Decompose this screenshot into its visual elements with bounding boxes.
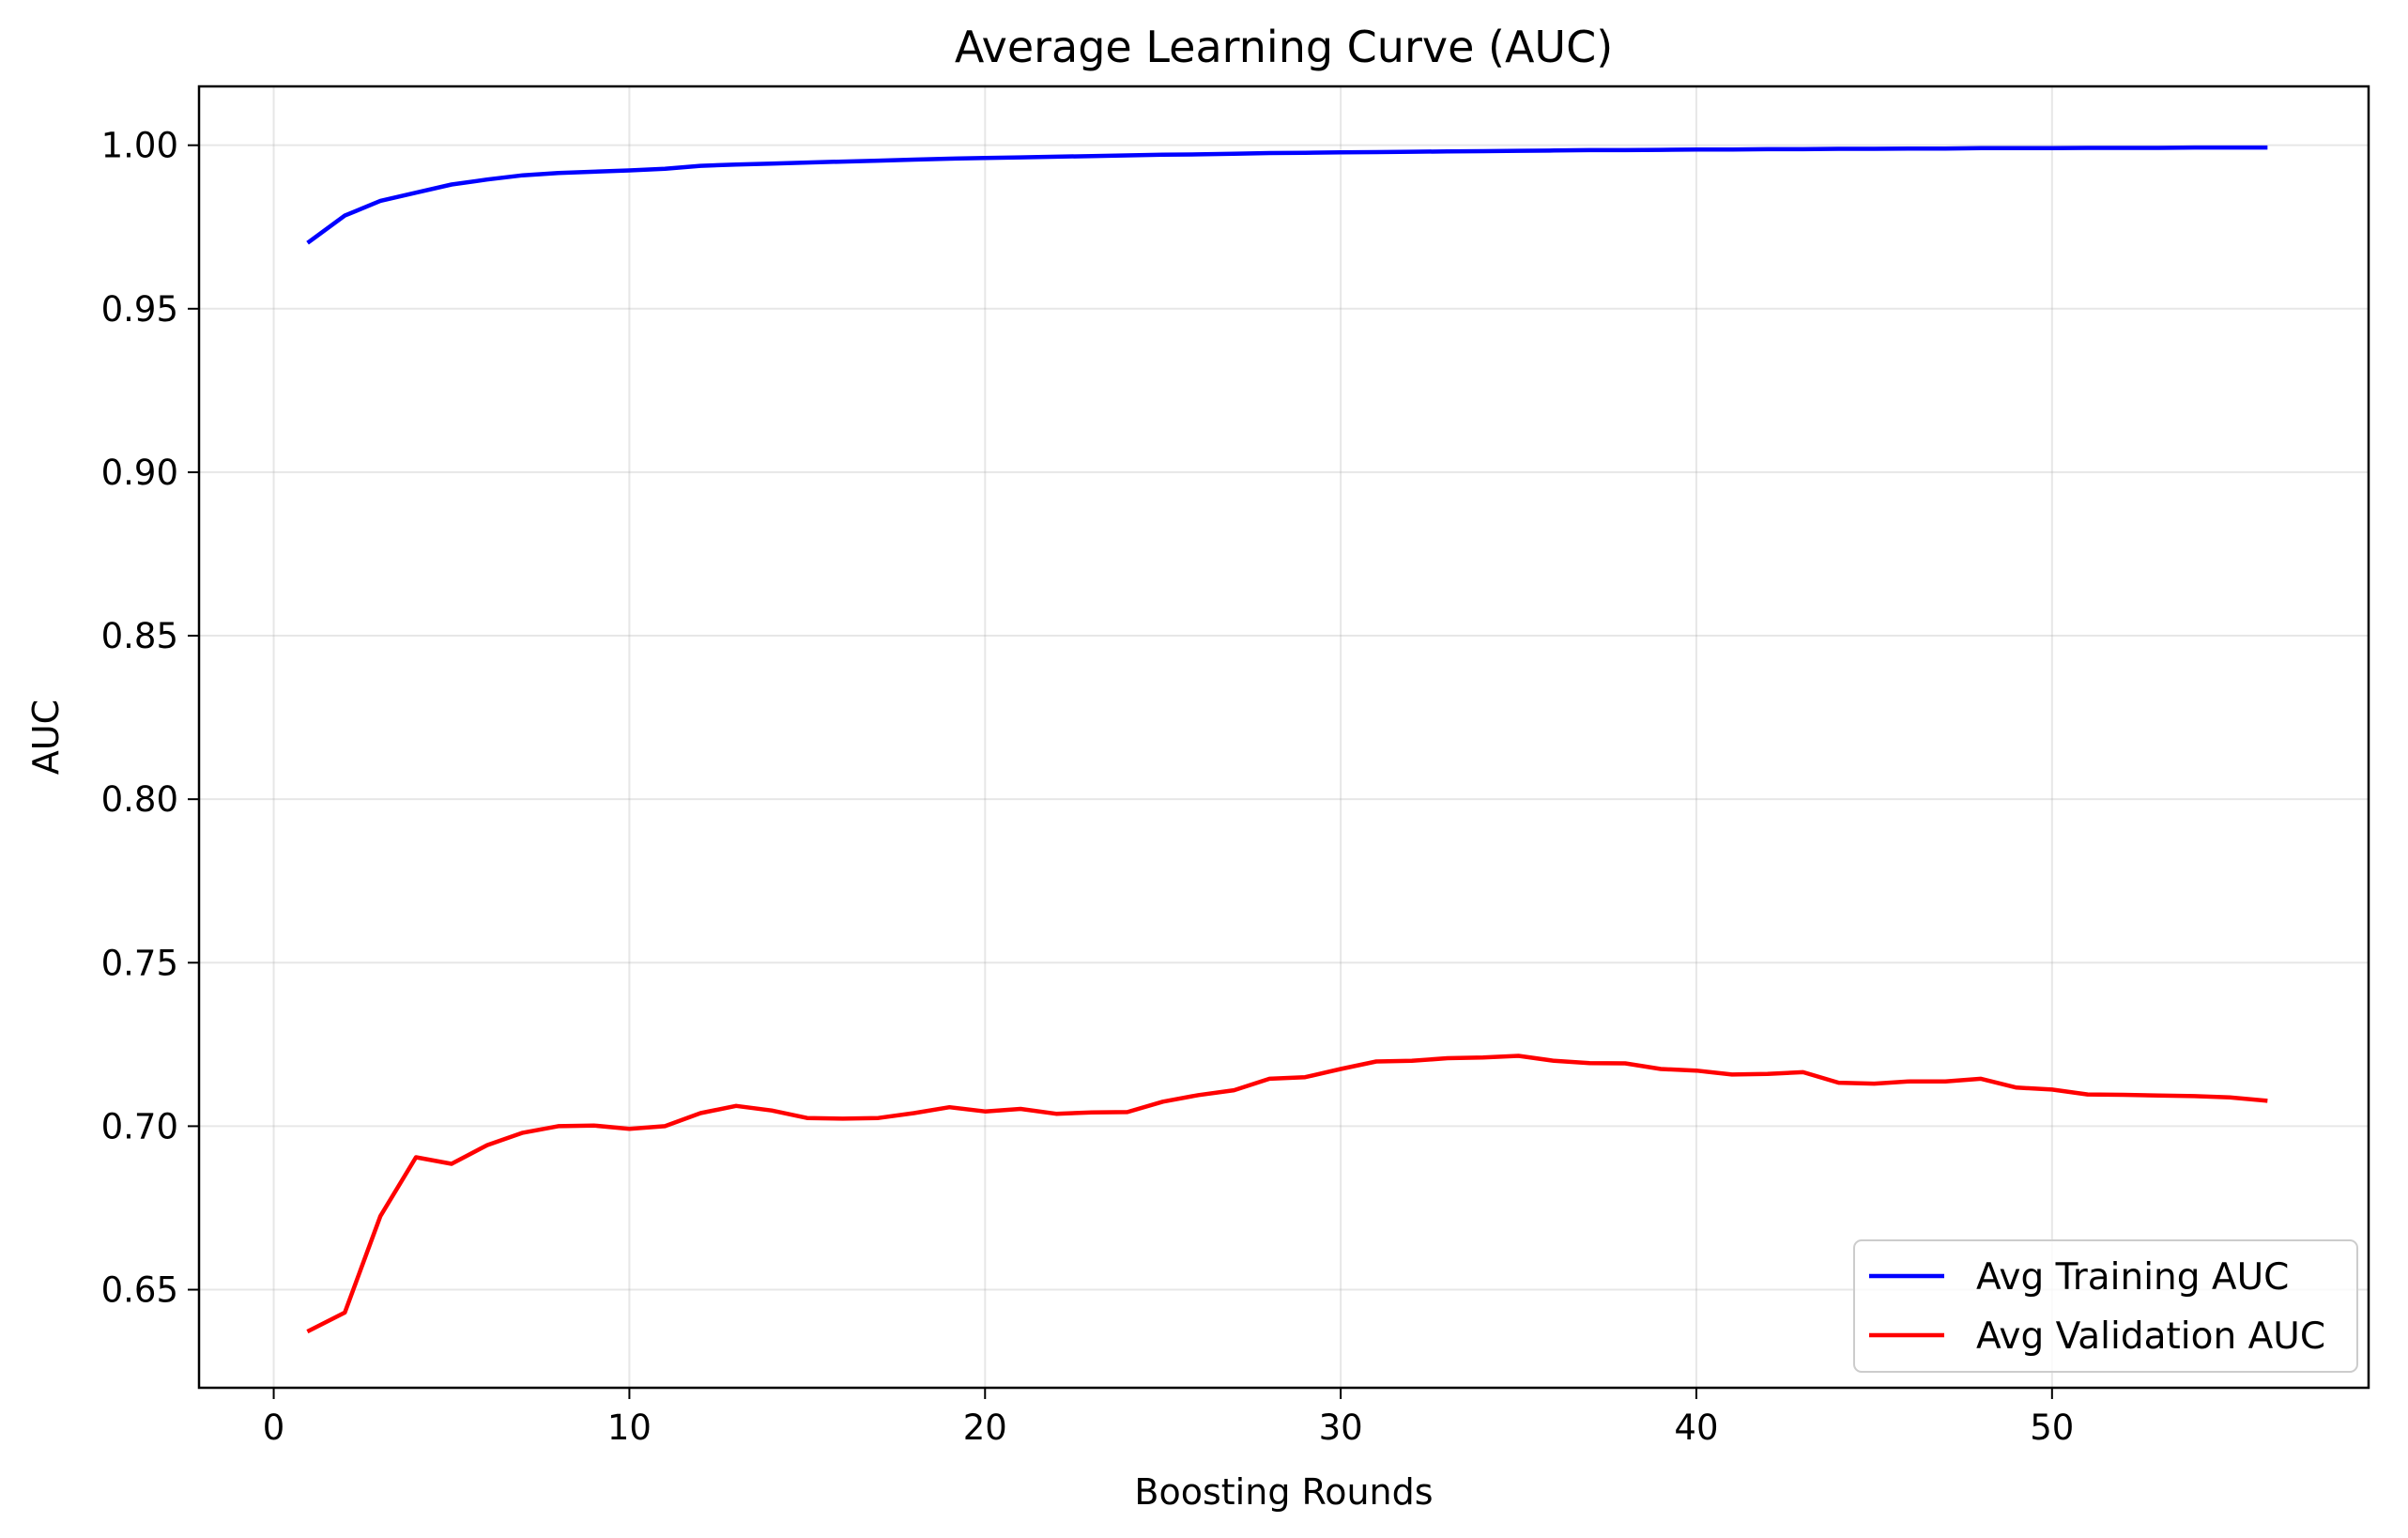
x-tick-label: 30 — [1319, 1407, 1363, 1448]
series-line-training — [306, 145, 2268, 245]
x-tick-label: 10 — [607, 1407, 652, 1448]
legend-label: Avg Training AUC — [1976, 1256, 2289, 1299]
y-tick-label: 0.90 — [101, 453, 178, 493]
plot-frame — [197, 85, 2370, 1390]
x-tick-label: 0 — [263, 1407, 285, 1448]
legend-label: Avg Validation AUC — [1976, 1315, 2325, 1358]
series-lines — [306, 145, 2268, 1334]
y-tick-label: 0.85 — [101, 616, 178, 656]
y-tick-label: 0.75 — [101, 943, 178, 983]
legend: Avg Training AUC Avg Validation AUC — [1853, 1239, 2358, 1373]
series-line-validation — [306, 1054, 2268, 1334]
y-tick-label: 0.95 — [101, 289, 178, 330]
legend-box — [1853, 1239, 2358, 1373]
y-axis-label: AUC — [25, 700, 67, 775]
x-tick-label: 50 — [2030, 1407, 2074, 1448]
x-axis: 0 10 20 30 40 50 — [263, 1388, 2074, 1448]
x-tick-label: 40 — [1674, 1407, 1718, 1448]
x-axis-label: Boosting Rounds — [1134, 1471, 1433, 1513]
y-tick-label: 0.70 — [101, 1106, 178, 1146]
y-tick-label: 1.00 — [101, 126, 178, 166]
y-tick-label: 0.65 — [101, 1270, 178, 1311]
x-tick-label: 20 — [963, 1407, 1007, 1448]
chart-title: Average Learning Curve (AUC) — [955, 22, 1613, 72]
y-axis: 0.65 0.70 0.75 0.80 0.85 0.90 0.95 1.00 — [101, 126, 199, 1311]
y-tick-label: 0.80 — [101, 779, 178, 820]
